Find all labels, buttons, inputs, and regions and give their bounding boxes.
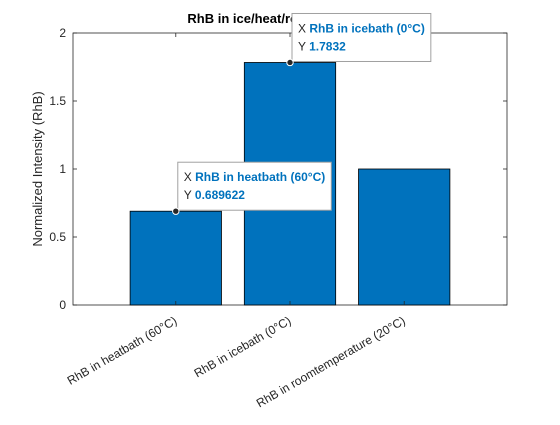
datatip[interactable]: X RhB in icebath (0°C)Y 1.7832 [286, 12, 432, 67]
datatip-marker[interactable] [286, 58, 294, 67]
y-axis-title: Normalized Intensity (RhB) [30, 91, 45, 246]
datatip-box [177, 161, 332, 211]
datatip-marker[interactable] [172, 207, 180, 215]
datatip-y-key: Y [298, 39, 309, 53]
y-tick-label: 1 [59, 162, 66, 176]
datatip-x-row: X RhB in heatbath (60°C) [184, 170, 325, 184]
datatip-x-value: RhB in heatbath (60°C) [195, 170, 325, 184]
bar[interactable] [358, 168, 451, 306]
y-tick-label: 0.5 [49, 230, 66, 244]
datatip-y-row: Y 0.689622 [184, 188, 246, 202]
y-tick-label: 2 [59, 26, 66, 40]
datatip-x-row: X RhB in icebath (0°C) [298, 21, 425, 35]
datatip-x-value: RhB in icebath (0°C) [309, 21, 424, 35]
datatip-y-key: Y [184, 188, 195, 202]
datatip-box [291, 12, 432, 62]
y-tick-label: 0 [59, 298, 66, 312]
bar[interactable] [129, 210, 222, 306]
datatip-y-value: 0.689622 [195, 188, 245, 202]
datatip-y-value: 1.7832 [309, 39, 346, 53]
datatip[interactable]: X RhB in heatbath (60°C)Y 0.689622 [172, 161, 332, 215]
datatip-y-row: Y 1.7832 [298, 39, 346, 53]
datatip-x-key: X [298, 21, 309, 35]
y-tick-label: 1.5 [49, 94, 66, 108]
datatip-x-key: X [184, 170, 195, 184]
